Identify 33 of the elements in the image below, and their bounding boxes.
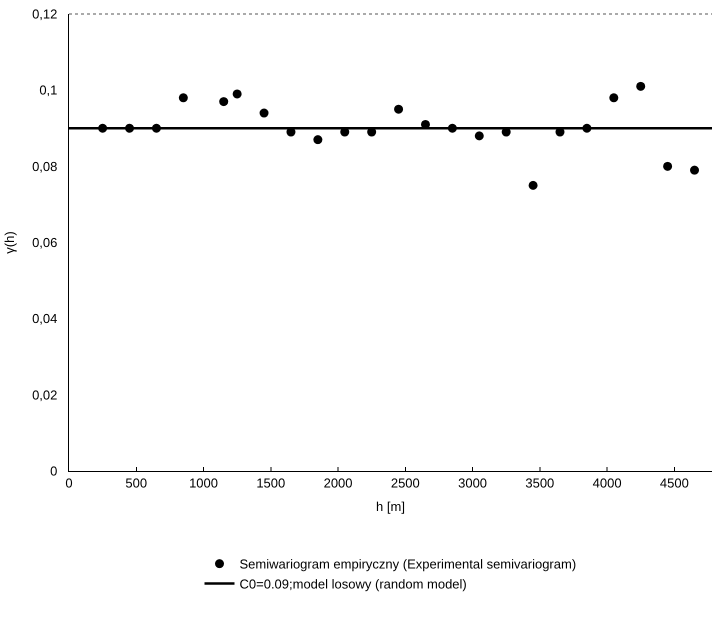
- x-tick-label: 2000: [324, 476, 352, 491]
- point: [636, 82, 646, 91]
- point: [474, 131, 484, 140]
- y-tick-label: 0,08: [32, 158, 58, 174]
- y-tick-label: 0,06: [32, 235, 58, 250]
- point: [609, 93, 618, 102]
- point: [528, 180, 538, 190]
- x-axis-title: h [m]: [376, 499, 405, 514]
- point: [178, 93, 188, 102]
- legend-label: C0=0.09;model losowy (random model): [240, 576, 467, 592]
- y-tick-label: 0,02: [32, 387, 58, 402]
- x-tick-label: 500: [125, 476, 148, 491]
- legend-label: Semiwariogram empiryczny (Experimental semivariogram): [240, 556, 576, 572]
- y-tick-label: 0: [50, 464, 58, 479]
- x-tick-label: 4000: [592, 476, 622, 491]
- point: [260, 108, 269, 118]
- x-tick-label: 0: [65, 476, 73, 491]
- point: [394, 104, 404, 114]
- x-tick-label: 4500: [660, 476, 689, 491]
- y-axis-title: γ(h): [2, 231, 18, 254]
- x-tick-label: 1000: [189, 476, 218, 491]
- y-tick-label: 0,1: [39, 82, 58, 98]
- x-tick-label: 2500: [390, 476, 420, 491]
- point: [663, 162, 672, 171]
- x-tick-label: 1500: [256, 476, 286, 491]
- x-tick-label: 3000: [458, 476, 488, 491]
- y-tick-label: 0,12: [32, 6, 58, 22]
- point: [232, 89, 242, 98]
- point: [313, 135, 322, 144]
- point: [219, 97, 228, 106]
- point: [690, 166, 700, 175]
- y-tick-label: 0,04: [32, 311, 58, 326]
- x-tick-label: 3500: [525, 476, 554, 491]
